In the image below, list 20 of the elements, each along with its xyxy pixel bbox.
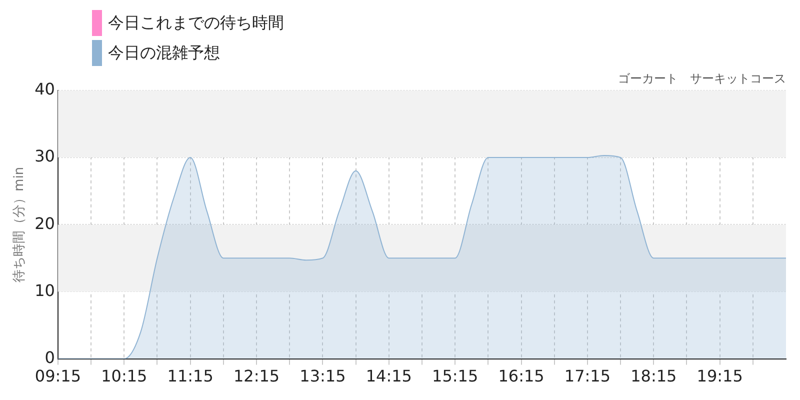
y-tick-label: 10 <box>34 280 55 300</box>
x-tick-label: 15:15 <box>432 366 478 386</box>
x-tick-label: 11:15 <box>167 366 214 386</box>
y-tick-label: 30 <box>34 146 55 166</box>
x-tick-label: 12:15 <box>233 366 280 386</box>
x-tick-label: 10:15 <box>101 366 148 386</box>
legend-label: 今日これまでの待ち時間 <box>108 12 284 34</box>
x-tick-label: 19:15 <box>696 366 743 386</box>
x-tick-label: 14:15 <box>366 366 412 386</box>
y-tick-label: 0 <box>44 348 55 367</box>
chart-title: ゴーカート サーキットコース <box>618 71 786 86</box>
x-tick-label: 18:15 <box>630 366 677 386</box>
y-tick-label: 20 <box>34 214 55 233</box>
y-axis-title: 待ち時間（分）min <box>12 166 28 282</box>
x-tick-label: 13:15 <box>300 366 346 386</box>
x-tick-label: 16:15 <box>498 366 544 386</box>
y-tick-label: 40 <box>34 80 55 99</box>
x-tick-label: 17:15 <box>564 366 610 386</box>
legend-label: 今日の混雑予想 <box>108 42 220 64</box>
x-tick-label: 09:15 <box>34 366 82 386</box>
